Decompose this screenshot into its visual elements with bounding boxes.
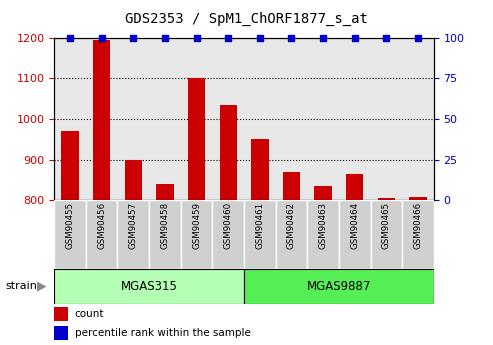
Bar bbox=[54, 307, 68, 321]
Bar bbox=[244, 200, 276, 269]
Bar bbox=[188, 78, 205, 200]
Text: count: count bbox=[75, 309, 104, 319]
Bar bbox=[219, 105, 237, 200]
Bar bbox=[315, 186, 332, 200]
Bar bbox=[93, 40, 110, 200]
Text: GSM90455: GSM90455 bbox=[66, 202, 74, 249]
Text: GSM90466: GSM90466 bbox=[414, 202, 423, 249]
Bar bbox=[181, 200, 212, 269]
Point bbox=[66, 35, 74, 41]
Point bbox=[287, 35, 295, 41]
Point bbox=[98, 35, 106, 41]
Bar bbox=[346, 174, 363, 200]
Bar bbox=[283, 172, 300, 200]
Point bbox=[193, 35, 201, 41]
Text: MGAS9887: MGAS9887 bbox=[307, 280, 371, 293]
Text: GSM90458: GSM90458 bbox=[160, 202, 170, 249]
Bar bbox=[117, 200, 149, 269]
Text: percentile rank within the sample: percentile rank within the sample bbox=[75, 328, 250, 338]
Text: GSM90457: GSM90457 bbox=[129, 202, 138, 249]
Bar bbox=[54, 326, 68, 339]
Bar bbox=[149, 200, 181, 269]
Point bbox=[414, 35, 422, 41]
Text: strain: strain bbox=[5, 282, 37, 291]
Bar bbox=[371, 200, 402, 269]
Text: MGAS315: MGAS315 bbox=[121, 280, 177, 293]
Bar bbox=[54, 200, 86, 269]
Bar bbox=[251, 139, 269, 200]
Bar bbox=[54, 269, 244, 304]
Bar bbox=[339, 200, 371, 269]
Text: GSM90459: GSM90459 bbox=[192, 202, 201, 249]
Point bbox=[129, 35, 137, 41]
Bar bbox=[156, 184, 174, 200]
Bar bbox=[307, 200, 339, 269]
Text: GSM90456: GSM90456 bbox=[97, 202, 106, 249]
Point bbox=[161, 35, 169, 41]
Point bbox=[256, 35, 264, 41]
Bar bbox=[125, 159, 142, 200]
Text: GSM90462: GSM90462 bbox=[287, 202, 296, 249]
Bar bbox=[402, 200, 434, 269]
Point bbox=[351, 35, 359, 41]
Text: ▶: ▶ bbox=[37, 280, 47, 293]
Text: GSM90460: GSM90460 bbox=[224, 202, 233, 249]
Point bbox=[224, 35, 232, 41]
Text: GSM90465: GSM90465 bbox=[382, 202, 391, 249]
Text: GSM90463: GSM90463 bbox=[318, 202, 328, 249]
Bar bbox=[409, 197, 427, 200]
Bar bbox=[212, 200, 244, 269]
Text: GSM90461: GSM90461 bbox=[255, 202, 264, 249]
Point bbox=[383, 35, 390, 41]
Bar bbox=[86, 200, 117, 269]
Point bbox=[319, 35, 327, 41]
Bar bbox=[276, 200, 307, 269]
Bar bbox=[378, 198, 395, 200]
Bar bbox=[61, 131, 79, 200]
Bar bbox=[244, 269, 434, 304]
Text: GSM90464: GSM90464 bbox=[350, 202, 359, 249]
Text: GDS2353 / SpM1_ChORF1877_s_at: GDS2353 / SpM1_ChORF1877_s_at bbox=[125, 12, 368, 26]
